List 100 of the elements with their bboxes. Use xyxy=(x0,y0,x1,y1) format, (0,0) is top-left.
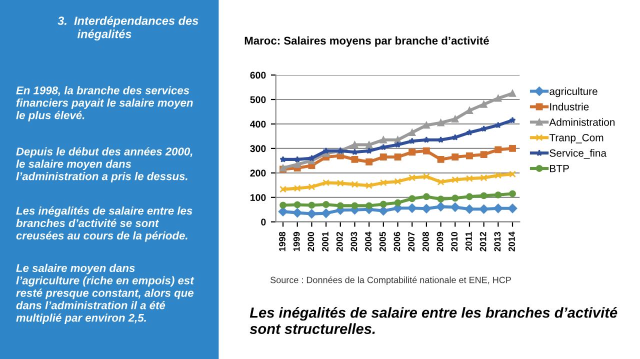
point xyxy=(452,176,459,184)
legend-label: Tranp_Com xyxy=(549,134,604,144)
point xyxy=(509,144,516,152)
point xyxy=(408,129,416,136)
point xyxy=(408,138,416,144)
point xyxy=(422,193,430,200)
text: 3. Interdépendances des inégalités xyxy=(58,16,198,41)
point xyxy=(380,179,387,186)
x-tick-label: 2007 xyxy=(408,232,415,252)
point xyxy=(466,193,473,200)
point xyxy=(308,202,316,209)
point xyxy=(437,136,444,143)
point xyxy=(494,204,503,214)
point xyxy=(280,186,286,193)
point xyxy=(480,151,488,158)
point xyxy=(422,147,430,154)
x-tick-label: 2014 xyxy=(508,232,515,252)
point xyxy=(450,202,460,212)
source-note: Source : Données de la Comptabilité nationale et ENE, HCP xyxy=(270,276,511,285)
point xyxy=(380,136,387,144)
point xyxy=(452,194,459,202)
x-tick-label: 2009 xyxy=(436,232,444,252)
point xyxy=(452,116,459,123)
point xyxy=(509,90,516,97)
point xyxy=(336,180,344,187)
y-tick-label: 300 xyxy=(250,145,266,152)
point xyxy=(422,173,430,180)
point xyxy=(380,144,387,150)
point xyxy=(464,204,474,214)
legend-label: Administration xyxy=(549,118,615,126)
point xyxy=(294,201,301,208)
x-tick-label: 1999 xyxy=(293,232,300,252)
point xyxy=(480,174,488,182)
line-series xyxy=(280,170,516,193)
point xyxy=(280,202,286,209)
point xyxy=(466,175,473,182)
point xyxy=(394,199,402,206)
point xyxy=(509,190,516,198)
point xyxy=(366,158,373,166)
point xyxy=(422,122,430,129)
x-tick-label: 2013 xyxy=(494,232,501,252)
point xyxy=(394,136,402,144)
point xyxy=(452,154,459,160)
point xyxy=(466,129,473,136)
point xyxy=(509,116,516,124)
point xyxy=(322,179,330,186)
point xyxy=(408,148,416,156)
y-tick-label: 100 xyxy=(250,194,266,202)
point xyxy=(494,122,502,128)
point xyxy=(366,182,373,190)
point xyxy=(280,156,286,162)
point xyxy=(294,156,301,162)
legend-label: BTP xyxy=(550,164,569,172)
text: Les inégalités de salaire entre les branches d’activité sont structurelles. xyxy=(250,306,618,334)
point xyxy=(394,178,402,185)
x-tick-label: 2010 xyxy=(451,232,458,252)
point xyxy=(494,146,502,154)
point xyxy=(437,156,444,163)
point xyxy=(437,119,444,126)
x-tick-label: 2000 xyxy=(308,232,314,252)
point xyxy=(509,170,516,178)
point xyxy=(394,154,402,160)
x-tick-label: 2006 xyxy=(394,232,400,252)
x-tick-label: 2004 xyxy=(365,232,372,252)
text: Les inégalités de salaire entre les branches d’activité se sont creusées au cours de la période. xyxy=(16,206,192,242)
x-tick-label: 2005 xyxy=(379,232,386,252)
legend-label: Industrie xyxy=(550,102,589,110)
point xyxy=(351,156,358,163)
point xyxy=(480,100,488,108)
legend-label: Service_fina xyxy=(550,149,607,159)
x-tick-label: 2011 xyxy=(466,232,472,251)
x-tick-label: 1998 xyxy=(279,232,286,252)
point xyxy=(322,147,330,154)
point xyxy=(351,141,358,148)
point xyxy=(321,208,331,218)
point xyxy=(278,206,288,216)
point xyxy=(294,160,301,168)
point xyxy=(351,202,358,210)
y-tick-label: 0 xyxy=(261,218,266,226)
point xyxy=(437,178,444,186)
text: En 1998, la branche des services financiers payait le salaire moyen le plus élevé. xyxy=(16,86,193,122)
point xyxy=(480,125,488,132)
point xyxy=(366,147,372,154)
point xyxy=(423,136,430,143)
point xyxy=(494,172,502,179)
point xyxy=(408,195,416,202)
y-tick-label: 500 xyxy=(250,96,266,104)
point xyxy=(378,206,388,216)
point xyxy=(422,204,432,214)
chart-title: Maroc: Salaires moyens par branche d’activité xyxy=(244,36,489,47)
point xyxy=(322,201,330,208)
point xyxy=(479,204,488,214)
point xyxy=(466,107,473,114)
point xyxy=(366,141,373,148)
point xyxy=(351,180,358,188)
y-tick-label: 600 xyxy=(250,72,266,79)
y-tick-label: 400 xyxy=(250,120,266,128)
point xyxy=(452,134,458,140)
point xyxy=(292,208,302,218)
point xyxy=(407,204,417,213)
